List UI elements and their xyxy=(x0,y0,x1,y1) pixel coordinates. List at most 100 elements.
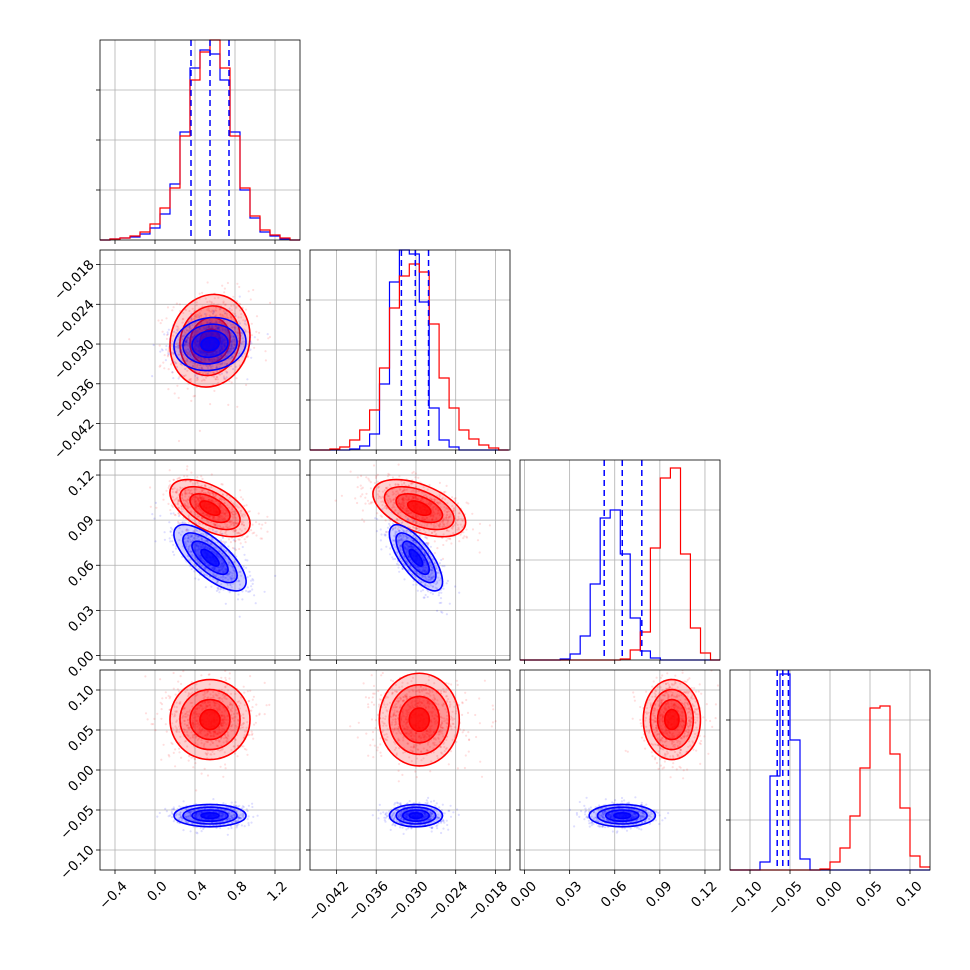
blue-point xyxy=(201,559,205,562)
blue-point xyxy=(389,547,392,550)
red-point xyxy=(411,520,414,524)
blue-point xyxy=(204,586,207,589)
red-point xyxy=(194,506,197,509)
blue-point xyxy=(212,309,215,312)
blue-point xyxy=(435,587,439,590)
blue-point xyxy=(197,546,200,550)
blue-point xyxy=(421,589,425,592)
red-point xyxy=(233,516,236,519)
blue-point xyxy=(220,565,223,568)
blue-point xyxy=(427,575,430,578)
red-point xyxy=(433,526,436,529)
blue-point xyxy=(189,538,192,541)
red-point xyxy=(176,477,179,480)
red-point xyxy=(189,380,193,383)
blue-point xyxy=(412,539,415,542)
red-point xyxy=(211,491,214,495)
red-point xyxy=(217,381,220,384)
red-point xyxy=(190,318,193,321)
red-point xyxy=(217,326,220,329)
blue-point xyxy=(401,567,404,571)
blue-point xyxy=(407,518,410,521)
blue-point xyxy=(230,345,234,348)
blue-point xyxy=(199,351,202,354)
red-point xyxy=(391,490,394,494)
red-point xyxy=(183,740,186,743)
red-point xyxy=(172,478,175,481)
red-point xyxy=(419,499,423,502)
blue-point xyxy=(425,584,429,587)
red-point xyxy=(212,326,215,329)
red-point xyxy=(412,496,415,499)
blue-point xyxy=(424,575,427,578)
blue-point xyxy=(237,580,240,583)
red-point xyxy=(233,510,236,514)
red-point xyxy=(213,517,216,521)
red-point xyxy=(216,357,219,360)
blue-point xyxy=(190,540,193,543)
red-point xyxy=(401,520,404,524)
blue-point xyxy=(400,546,403,549)
red-point xyxy=(400,503,403,506)
blue-point xyxy=(203,566,206,569)
red-point xyxy=(228,496,231,499)
blue-point xyxy=(230,578,233,581)
red-point xyxy=(191,307,194,310)
blue-point xyxy=(184,333,187,336)
red-point xyxy=(174,514,177,517)
red-point xyxy=(214,378,218,381)
blue-point xyxy=(423,552,426,556)
red-point xyxy=(233,719,236,722)
blue-point xyxy=(195,329,198,332)
blue-point xyxy=(198,548,201,551)
red-point xyxy=(205,373,208,376)
blue-point xyxy=(233,343,237,346)
red-point xyxy=(195,364,198,367)
red-point xyxy=(443,490,446,494)
blue-point xyxy=(220,357,223,360)
red-point xyxy=(187,724,190,727)
red-point xyxy=(200,314,203,317)
blue-point xyxy=(198,556,201,559)
blue-point xyxy=(407,554,410,557)
red-point xyxy=(207,325,210,328)
red-point xyxy=(478,532,481,535)
red-point xyxy=(222,509,225,512)
blue-point xyxy=(413,541,416,544)
red-point xyxy=(204,353,207,356)
red-point xyxy=(222,517,225,520)
red-point xyxy=(418,517,421,520)
red-point xyxy=(207,358,210,361)
blue-point xyxy=(411,547,414,550)
red-point xyxy=(451,527,454,530)
blue-point xyxy=(166,333,169,336)
blue-point xyxy=(169,512,173,515)
red-point xyxy=(177,690,181,693)
red-point xyxy=(217,363,220,366)
panel-frame xyxy=(99,249,301,451)
red-point xyxy=(188,309,191,313)
red-point xyxy=(364,496,367,499)
red-point xyxy=(238,538,241,541)
red-point xyxy=(240,316,243,319)
red-point xyxy=(403,501,406,505)
red-point xyxy=(196,364,199,367)
blue-point xyxy=(244,558,247,562)
blue-point xyxy=(191,365,194,368)
blue-point xyxy=(188,545,191,548)
blue-point xyxy=(406,544,409,547)
blue-point xyxy=(402,562,405,565)
red-point xyxy=(213,523,217,526)
blue-point xyxy=(181,555,184,558)
blue-point xyxy=(179,533,182,536)
blue-point xyxy=(225,341,228,344)
red-point xyxy=(394,483,397,486)
red-point xyxy=(251,732,254,735)
red-point xyxy=(218,708,221,712)
red-point xyxy=(224,679,228,682)
blue-point xyxy=(218,336,221,339)
blue-point xyxy=(218,569,221,572)
red-point xyxy=(175,325,178,328)
blue-point xyxy=(232,346,235,350)
blue-point xyxy=(218,568,221,571)
